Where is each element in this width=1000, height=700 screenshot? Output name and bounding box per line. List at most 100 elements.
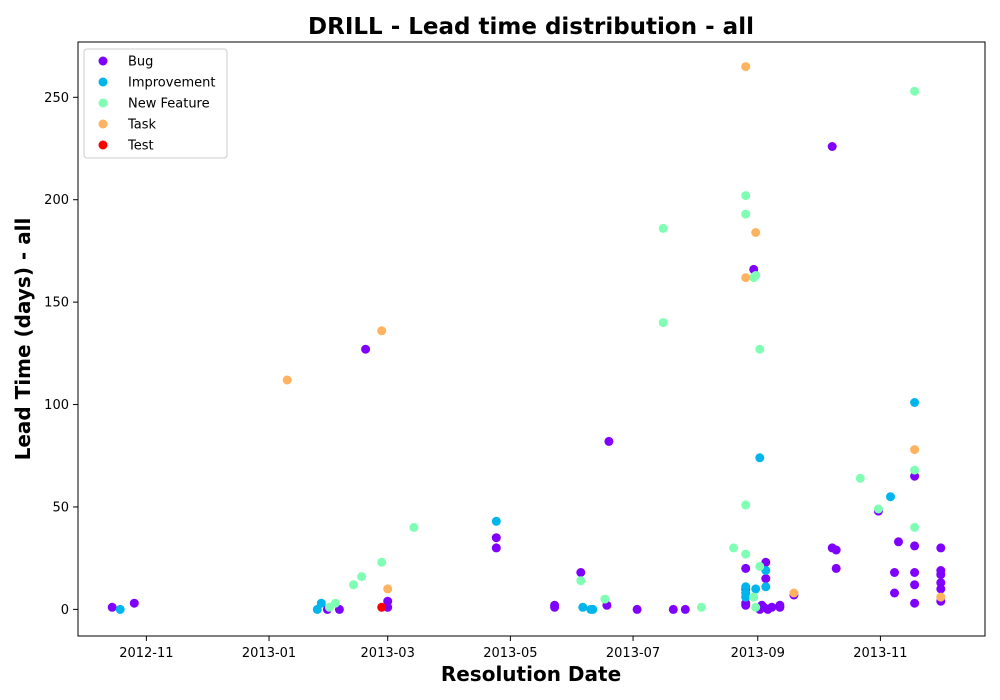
point-new-feature (910, 86, 920, 96)
point-bug (831, 563, 841, 573)
x-tick-label: 2013-01 (242, 646, 296, 661)
point-new-feature (855, 473, 865, 483)
legend-marker (98, 140, 108, 150)
legend-label: Bug (128, 55, 153, 70)
point-bug (910, 568, 920, 577)
point-new-feature (741, 209, 751, 219)
point-bug (491, 533, 501, 543)
point-improvement (910, 398, 920, 407)
point-new-feature (910, 465, 920, 475)
x-tick-label: 2013-07 (606, 646, 660, 661)
point-bug (936, 570, 946, 580)
legend-marker (98, 119, 108, 129)
point-bug (668, 604, 678, 614)
y-axis-label: Lead Time (days) - all (11, 218, 35, 461)
point-bug (491, 543, 501, 553)
point-bug (936, 578, 946, 588)
point-improvement (491, 516, 501, 526)
legend-box (83, 48, 228, 159)
point-new-feature (377, 557, 387, 567)
point-task (383, 584, 393, 594)
legend-label: Improvement (128, 76, 215, 91)
point-task (789, 588, 799, 598)
point-bug (936, 584, 946, 594)
point-bug (910, 598, 920, 608)
legend-marker (98, 77, 108, 87)
plot-frame (77, 41, 986, 637)
point-bug (361, 344, 371, 354)
point-improvement (741, 592, 751, 602)
x-axis: 2012-11 2013-01 2013-03 2013-05 2013-07 2013-… (119, 636, 908, 661)
y-tick-label: 50 (52, 500, 69, 515)
point-new-feature (741, 191, 751, 201)
point-new-feature (751, 602, 761, 612)
x-tick-label: 2012-11 (119, 646, 173, 661)
point-bug (550, 602, 560, 612)
y-tick-label: 250 (44, 91, 69, 106)
point-new-feature (696, 602, 706, 612)
point-task (377, 326, 387, 336)
y-tick-label: 150 (44, 296, 69, 311)
x-tick-label: 2013-11 (853, 646, 907, 661)
point-new-feature (741, 500, 751, 510)
point-bug (910, 580, 920, 590)
y-axis: 0 50 100 150 200 250 (44, 91, 78, 618)
point-improvement (741, 582, 751, 592)
point-bug (775, 602, 785, 612)
point-new-feature (751, 271, 761, 280)
legend-label: Task (127, 118, 157, 133)
point-new-feature (409, 522, 419, 532)
point-bug (129, 598, 139, 608)
point-new-feature (600, 594, 610, 604)
point-task (936, 592, 946, 602)
point-improvement (588, 604, 598, 614)
point-bug (741, 563, 751, 573)
point-bug (604, 436, 614, 446)
y-tick-label: 0 (61, 603, 69, 618)
x-axis-label: Resolution Date (441, 662, 621, 686)
point-new-feature (729, 543, 739, 553)
x-tick-label: 2013-03 (361, 646, 415, 661)
point-improvement (886, 492, 895, 502)
point-task (282, 375, 292, 385)
point-new-feature (873, 504, 883, 514)
point-task (741, 62, 751, 72)
point-bug (910, 541, 920, 551)
point-test (377, 602, 387, 612)
point-new-feature (749, 592, 759, 602)
point-task (741, 273, 751, 283)
point-new-feature (324, 602, 334, 612)
point-new-feature (741, 549, 751, 559)
x-tick-label: 2013-09 (731, 646, 785, 661)
point-new-feature (349, 580, 358, 590)
legend-marker (98, 56, 108, 66)
point-improvement (755, 453, 765, 463)
point-bug (827, 142, 837, 151)
point-bug (890, 568, 899, 577)
point-new-feature (755, 561, 765, 571)
point-bug (632, 604, 642, 614)
legend-marker (98, 98, 108, 108)
point-bug (576, 568, 586, 577)
legend: Bug Improvement New Feature Task Test (83, 48, 228, 159)
point-bug (890, 588, 899, 598)
point-new-feature (658, 223, 668, 233)
point-improvement (316, 598, 326, 608)
point-bug (831, 545, 841, 555)
point-new-feature (755, 344, 765, 354)
plot-area (78, 42, 985, 636)
point-new-feature (910, 522, 920, 532)
point-bug (761, 574, 771, 584)
point-new-feature (658, 318, 668, 328)
point-task (910, 445, 920, 455)
point-bug (741, 600, 751, 610)
legend-label: Test (127, 139, 154, 154)
point-bug (107, 602, 117, 612)
point-improvement (578, 602, 588, 612)
point-bug (680, 604, 690, 614)
point-improvement (751, 584, 761, 594)
point-improvement (761, 582, 771, 592)
y-tick-label: 200 (44, 193, 69, 208)
point-new-feature (357, 572, 367, 582)
